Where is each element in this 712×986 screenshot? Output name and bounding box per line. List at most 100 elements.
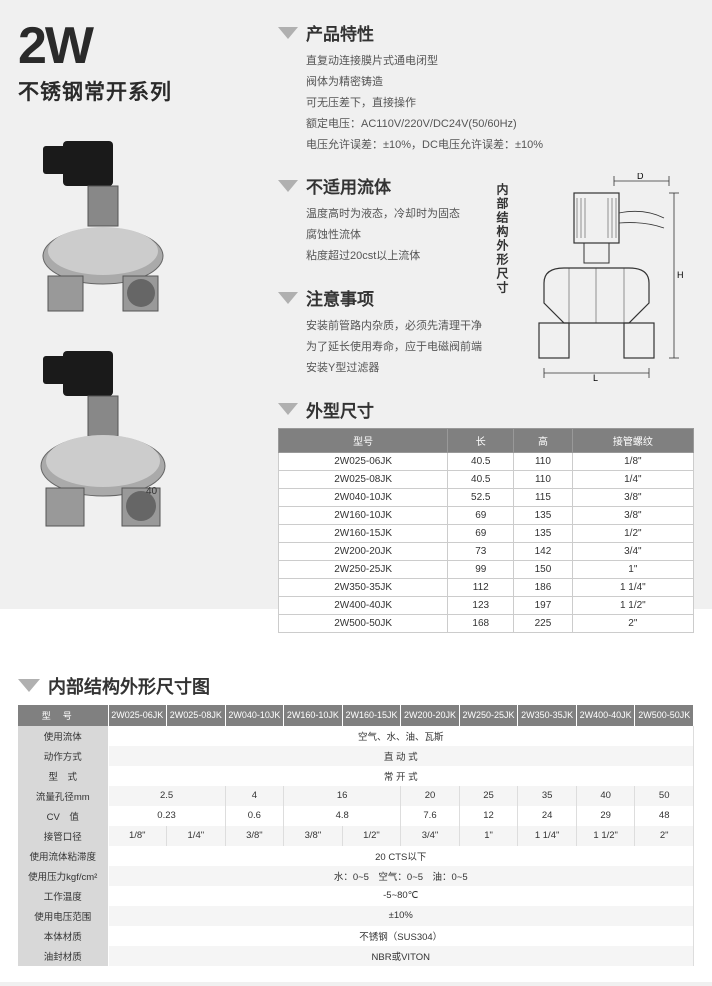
table-row: 使用流体空气、水、油、瓦斯	[18, 726, 694, 746]
table-cell: 150	[514, 560, 572, 578]
table-cell: 0.23	[108, 806, 225, 826]
table-cell: 40.5	[448, 470, 514, 488]
table-cell: 1/2"	[342, 826, 401, 846]
row-label: 使用流体	[18, 726, 108, 746]
table-row: 2W400-40JK1231971 1/2"	[279, 596, 694, 614]
table-header: 高	[514, 428, 572, 452]
caution-body: 安装前管路内杂质，必须先清理干净为了延长使用寿命，应于电磁阀前端安装Y型过滤器	[278, 316, 504, 379]
table-row: 2W200-20JK731423/4"	[279, 542, 694, 560]
table-header: 2W200-20JK	[401, 705, 460, 726]
table-cell: 99	[448, 560, 514, 578]
table-row: 动作方式直 动 式	[18, 746, 694, 766]
table-header: 2W400-40JK	[576, 705, 635, 726]
section-title: 产品特性	[306, 20, 374, 45]
table-cell: 1"	[459, 826, 518, 846]
table-cell: 水：0~5 空气：0~5 油：0~5	[108, 866, 694, 886]
table-cell: 112	[448, 578, 514, 596]
table-cell: 110	[514, 470, 572, 488]
table-row: 工作温度-5~80℃	[18, 886, 694, 906]
table-cell: 3/8"	[284, 826, 343, 846]
table-cell: 2W025-06JK	[279, 452, 448, 470]
table-cell: 69	[448, 524, 514, 542]
table-row: 接管口径1/8"1/4"3/8"3/8"1/2"3/4"1"1 1/4"1 1/…	[18, 826, 694, 846]
table-row: 2W160-15JK691351/2"	[279, 524, 694, 542]
table-cell: 2"	[572, 614, 693, 632]
table-cell: 7.6	[401, 806, 460, 826]
table-cell: 4	[225, 786, 284, 806]
table-cell: 1/8"	[108, 826, 167, 846]
text-line: 腐蚀性流体	[306, 225, 504, 246]
table-header: 2W160-10JK	[284, 705, 343, 726]
table-row: 使用电压范围±10%	[18, 906, 694, 926]
diagram-vertical-label: 内部结构外形尺寸	[494, 183, 511, 295]
technical-diagram: 内部结构外形尺寸 D	[514, 173, 694, 383]
table-cell: 20	[401, 786, 460, 806]
unfit-body: 温度高时为液态，冷却时为固态腐蚀性流体粘度超过20cst以上流体	[278, 204, 504, 267]
table-cell: 1/4"	[572, 470, 693, 488]
table-cell: 2W040-10JK	[279, 488, 448, 506]
table-cell: 2W160-10JK	[279, 506, 448, 524]
table-cell: 40	[576, 786, 635, 806]
table-cell: 2W025-08JK	[279, 470, 448, 488]
table-cell: 73	[448, 542, 514, 560]
spec-table: 型号2W025-06JK2W025-08JK2W040-10JK2W160-10…	[18, 705, 694, 966]
valve-image-1	[28, 136, 208, 326]
product-series: 不锈钢常开系列	[18, 76, 268, 106]
table-cell: 1 1/2"	[576, 826, 635, 846]
section-dimensions: 外型尺寸 型号长高接管螺纹2W025-06JK40.51101/8"2W025-…	[278, 397, 694, 633]
table-cell: 3/8"	[572, 506, 693, 524]
table-cell: 135	[514, 506, 572, 524]
triangle-icon	[278, 403, 298, 415]
table-cell: 186	[514, 578, 572, 596]
row-label: 动作方式	[18, 746, 108, 766]
table-cell: 不锈钢（SUS304）	[108, 926, 694, 946]
table-cell: 2W400-40JK	[279, 596, 448, 614]
table-row: 2W040-10JK52.51153/8"	[279, 488, 694, 506]
table-cell: 168	[448, 614, 514, 632]
table-header: 2W040-10JK	[225, 705, 284, 726]
table-header: 2W500-50JK	[635, 705, 694, 726]
product-photo: 40	[18, 136, 218, 546]
table-row: 本体材质不锈钢（SUS304）	[18, 926, 694, 946]
text-line: 温度高时为液态，冷却时为固态	[306, 204, 504, 225]
svg-text:D: D	[637, 173, 644, 181]
table-cell: 2W350-35JK	[279, 578, 448, 596]
row-label: 使用电压范围	[18, 906, 108, 926]
table-cell: 110	[514, 452, 572, 470]
table-cell: 20 CTS以下	[108, 846, 694, 866]
text-line: 电压允许误差：±10%，DC电压允许误差：±10%	[306, 135, 694, 156]
table-cell: 常 开 式	[108, 766, 694, 786]
table-cell: 1/4"	[167, 826, 226, 846]
row-label: 工作温度	[18, 886, 108, 906]
text-line: 直复动连接膜片式通电闭型	[306, 51, 694, 72]
table-cell: 直 动 式	[108, 746, 694, 766]
table-cell: 225	[514, 614, 572, 632]
row-label: 油封材质	[18, 946, 108, 966]
table-cell: 29	[576, 806, 635, 826]
section-features: 产品特性 直复动连接膜片式通电闭型阀体为精密铸造可无压差下，直接操作额定电压：A…	[278, 20, 694, 155]
table-cell: 2W160-15JK	[279, 524, 448, 542]
table-cell: 16	[284, 786, 401, 806]
table-cell: 1 1/4"	[572, 578, 693, 596]
table-cell: 2.5	[108, 786, 225, 806]
table-row: 2W250-25JK991501"	[279, 560, 694, 578]
text-line: 额定电压：AC110V/220V/DC24V(50/60Hz)	[306, 114, 694, 135]
table-cell: 115	[514, 488, 572, 506]
table-cell: 142	[514, 542, 572, 560]
row-label: 型 式	[18, 766, 108, 786]
table-cell: 135	[514, 524, 572, 542]
table-cell: 3/4"	[572, 542, 693, 560]
table-row: 使用压力kgf/cm²水：0~5 空气：0~5 油：0~5	[18, 866, 694, 886]
table-cell: 2W500-50JK	[279, 614, 448, 632]
bottom-section: 内部结构外形尺寸图 型号2W025-06JK2W025-08JK2W040-10…	[18, 673, 694, 966]
table-cell: 空气、水、油、瓦斯	[108, 726, 694, 746]
table-header: 2W025-06JK	[108, 705, 167, 726]
table-cell: 123	[448, 596, 514, 614]
table-cell: 12	[459, 806, 518, 826]
table-row: 型 式常 开 式	[18, 766, 694, 786]
row-label: 使用压力kgf/cm²	[18, 866, 108, 886]
section-unfit: 不适用流体 温度高时为液态，冷却时为固态腐蚀性流体粘度超过20cst以上流体	[278, 173, 504, 267]
table-header: 接管螺纹	[572, 428, 693, 452]
table-cell: 24	[518, 806, 577, 826]
table-cell: 1 1/2"	[572, 596, 693, 614]
